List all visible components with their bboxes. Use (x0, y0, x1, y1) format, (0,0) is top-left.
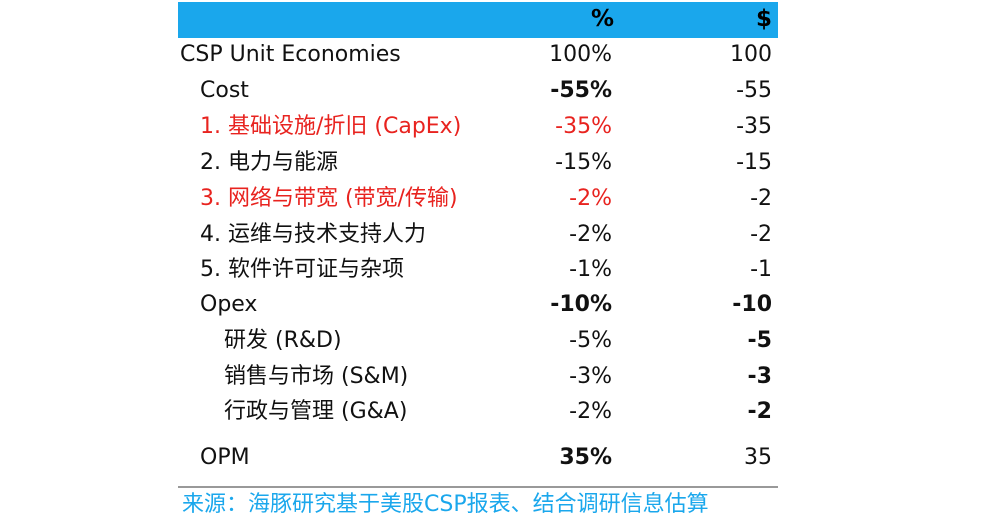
row-label: 销售与市场 (S&M) (224, 364, 409, 389)
table-row: CSP Unit Economies 100% 100 (178, 38, 778, 72)
row-label: 2. 电力与能源 (200, 150, 338, 175)
row-dollar: -2 (750, 186, 772, 211)
row-percent: -15% (555, 150, 612, 175)
row-label: 3. 网络与带宽 (带宽/传输) (200, 186, 458, 211)
row-label: Cost (200, 78, 249, 103)
table-row: Opex -10% -10 (178, 288, 778, 322)
row-label: 5. 软件许可证与杂项 (200, 257, 404, 282)
row-percent: -3% (569, 364, 612, 389)
row-percent: -55% (550, 78, 612, 103)
row-dollar: -15 (736, 150, 772, 175)
row-label: 1. 基础设施/折旧 (CapEx) (200, 114, 462, 139)
row-percent: -2% (569, 399, 612, 424)
row-dollar: -2 (747, 399, 772, 424)
row-percent: -35% (555, 114, 612, 139)
row-percent: -2% (569, 222, 612, 247)
header-percent: % (590, 6, 614, 32)
table-row: 行政与管理 (G&A) -2% -2 (178, 395, 778, 429)
row-label: 4. 运维与技术支持人力 (200, 222, 426, 247)
row-label: Opex (200, 292, 258, 317)
table-row: 4. 运维与技术支持人力 -2% -2 (178, 218, 778, 252)
table-row-opm: OPM 35% 35 (178, 441, 778, 475)
row-dollar: 100 (730, 42, 772, 67)
table-row: 2. 电力与能源 -15% -15 (178, 146, 778, 180)
header-dollar: $ (755, 6, 772, 32)
row-dollar: -10 (732, 292, 772, 317)
source-note: 来源：海豚研究基于美股CSP报表、结合调研信息估算 (182, 492, 709, 517)
row-dollar: 35 (744, 445, 772, 470)
table-row: 销售与市场 (S&M) -3% -3 (178, 360, 778, 394)
row-percent: 35% (559, 445, 612, 470)
row-dollar: -5 (747, 328, 772, 353)
table-row: Cost -55% -55 (178, 74, 778, 108)
row-label: CSP Unit Economies (180, 42, 401, 67)
row-percent: -1% (569, 257, 612, 282)
row-label: 行政与管理 (G&A) (224, 399, 408, 424)
row-label: 研发 (R&D) (224, 328, 342, 353)
row-percent: -10% (550, 292, 612, 317)
row-dollar: -1 (750, 257, 772, 282)
row-percent: -5% (569, 328, 612, 353)
bottom-divider (178, 486, 778, 488)
row-dollar: -3 (747, 364, 772, 389)
row-dollar: -35 (736, 114, 772, 139)
row-dollar: -55 (736, 78, 772, 103)
row-percent: -2% (569, 186, 612, 211)
table-row: 3. 网络与带宽 (带宽/传输) -2% -2 (178, 182, 778, 216)
row-dollar: -2 (750, 222, 772, 247)
table-row: 研发 (R&D) -5% -5 (178, 324, 778, 358)
table-row: 1. 基础设施/折旧 (CapEx) -35% -35 (178, 110, 778, 144)
row-label: OPM (200, 445, 250, 470)
table-row: 5. 软件许可证与杂项 -1% -1 (178, 253, 778, 287)
table-header: % $ (178, 2, 778, 38)
row-percent: 100% (549, 42, 612, 67)
